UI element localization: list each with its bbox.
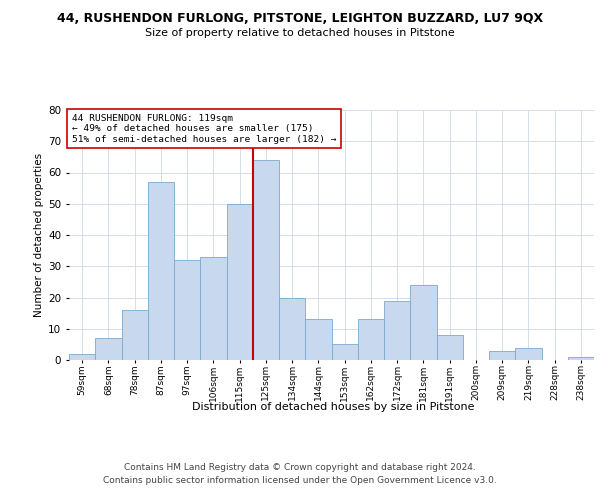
Bar	[148, 182, 174, 360]
Y-axis label: Number of detached properties: Number of detached properties	[34, 153, 44, 317]
Bar	[384, 300, 410, 360]
Bar	[174, 260, 200, 360]
Text: 44, RUSHENDON FURLONG, PITSTONE, LEIGHTON BUZZARD, LU7 9QX: 44, RUSHENDON FURLONG, PITSTONE, LEIGHTO…	[57, 12, 543, 26]
Text: Contains HM Land Registry data © Crown copyright and database right 2024.: Contains HM Land Registry data © Crown c…	[124, 462, 476, 471]
Bar	[437, 335, 463, 360]
Bar	[227, 204, 253, 360]
Bar	[95, 338, 121, 360]
Bar	[489, 350, 515, 360]
Bar	[200, 257, 227, 360]
Text: Distribution of detached houses by size in Pitstone: Distribution of detached houses by size …	[192, 402, 474, 412]
Text: 44 RUSHENDON FURLONG: 119sqm
← 49% of detached houses are smaller (175)
51% of s: 44 RUSHENDON FURLONG: 119sqm ← 49% of de…	[71, 114, 336, 144]
Text: Contains public sector information licensed under the Open Government Licence v3: Contains public sector information licen…	[103, 476, 497, 485]
Text: Size of property relative to detached houses in Pitstone: Size of property relative to detached ho…	[145, 28, 455, 38]
Bar	[69, 354, 95, 360]
Bar	[568, 357, 594, 360]
Bar	[331, 344, 358, 360]
Bar	[305, 320, 331, 360]
Bar	[358, 320, 384, 360]
Bar	[410, 285, 437, 360]
Bar	[515, 348, 542, 360]
Bar	[121, 310, 148, 360]
Bar	[253, 160, 279, 360]
Bar	[279, 298, 305, 360]
